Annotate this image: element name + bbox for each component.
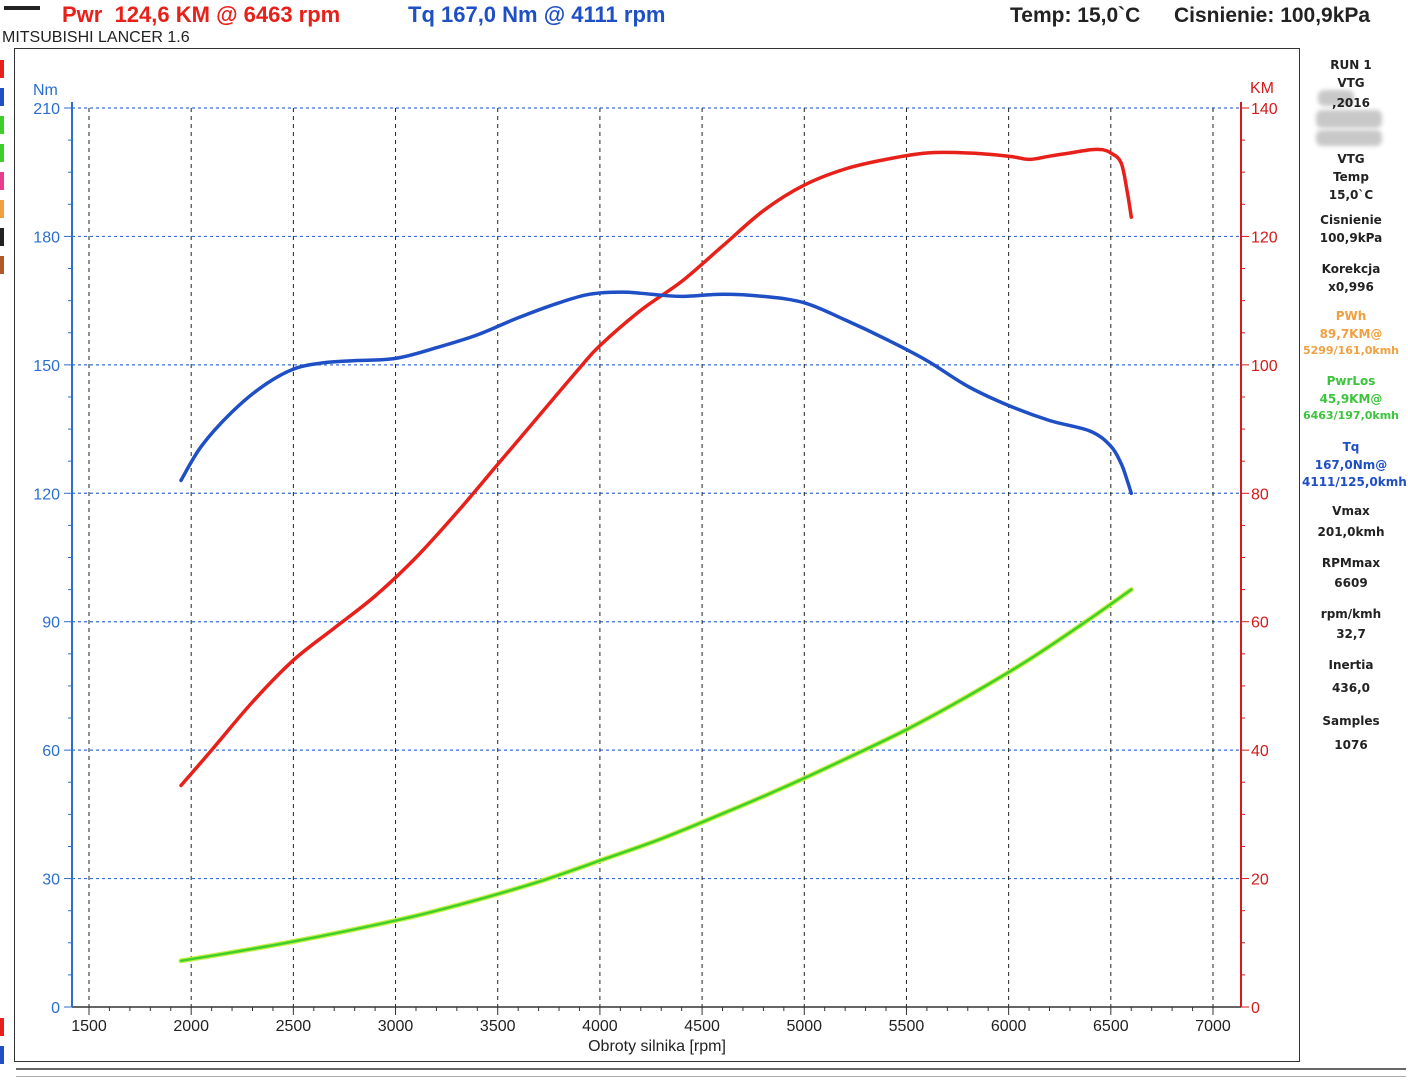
side-panel-item: PwrLos [1326,374,1376,388]
right-tick-label: 0 [1251,1000,1260,1017]
legend-line-icon [4,6,40,10]
side-panel-item: Cisnienie [1320,213,1382,227]
side-panel-item: 45,9KM@ [1319,392,1383,406]
torque-curve [179,290,1134,496]
side-panel-item: 436,0 [1332,681,1370,695]
side-panel-item: VTG [1337,152,1365,166]
pink-channel-marker [0,172,4,190]
side-panel-item: x0,996 [1328,280,1374,294]
power-curve [179,147,1134,788]
redacted-detail-1 [1316,110,1382,128]
side-panel-item: RPMmax [1321,556,1381,570]
left-tick-label: 60 [42,743,60,760]
left-tick-label: 180 [33,229,60,246]
dyno-chart: 0 30 60 90 120 150 180 210 Nm 0 20 40 60 80 100 120 140 K… [33,80,1278,1055]
right-tick-label: 120 [1251,229,1278,246]
left-tick-label: 30 [42,872,60,889]
side-panel-item: 89,7KM@ [1319,327,1383,341]
vehicle-name: MITSUBISHI LANCER 1.6 [2,29,190,46]
left-tick-label: 210 [33,101,60,118]
side-panel-item: 100,9kPa [1319,231,1383,245]
x-tick-label: 7000 [1195,1018,1231,1035]
blue-channel-marker [0,88,4,106]
left-tick-label: 90 [42,615,60,632]
brown-channel-marker [0,256,4,274]
side-panel-item: RUN 1 [1330,58,1372,72]
peak-torque-label: Tq 167,0 Nm @ 4111 rpm [408,2,666,27]
side-panel-item: 6463/197,0kmh [1302,409,1400,422]
right-tick-label: 40 [1251,743,1269,760]
right-tick-label: 60 [1251,615,1269,632]
red-bottom-marker [0,1018,4,1036]
temperature-label: Temp: 15,0`C [1010,4,1141,27]
green-channel-marker-2 [0,144,4,162]
left-axis-title: Nm [33,82,58,99]
right-tick-label: 100 [1251,358,1278,375]
orange-channel-marker [0,200,4,218]
x-tick-label: 4500 [684,1018,720,1035]
side-panel-item: rpm/kmh [1320,607,1382,621]
redacted-detail-2 [1316,130,1382,146]
side-panel-item: 167,0Nm@ [1314,458,1388,472]
left-tick-label: 0 [51,1000,60,1017]
side-panel-item: 1076 [1334,738,1368,752]
chart-frame [14,48,1300,1062]
left-tick-label: 150 [33,358,60,375]
side-panel-item: 6609 [1334,576,1368,590]
black-channel-marker [0,228,4,246]
peak-power-label: Pwr 124,6 KM @ 6463 rpm [62,2,341,27]
side-panel-item: Samples [1322,714,1380,728]
redacted-date [1318,90,1354,106]
loss-curve [179,588,1133,963]
bottom-divider [16,1068,1406,1070]
right-tick-label: 80 [1251,486,1269,503]
blue-bottom-marker [0,1046,4,1064]
x-tick-label: 3000 [378,1018,414,1035]
x-tick-label: 1500 [71,1018,107,1035]
side-panel-item: Inertia [1328,658,1374,672]
right-tick-label: 140 [1251,101,1278,118]
x-tick-label: 6000 [991,1018,1027,1035]
pressure-label: Cisnienie: 100,9kPa [1174,4,1371,27]
bottom-divider-thin [16,1076,1406,1077]
x-axis-title: Obroty silnika [rpm] [588,1038,726,1055]
left-tick-label: 120 [33,486,60,503]
side-panel-item: 4111/125,0kmh [1302,475,1407,489]
power-loss-curve-glow [178,587,1134,964]
side-panel-item: 15,0`C [1328,188,1374,202]
x-tick-label: 2000 [173,1018,209,1035]
side-panel-item: 32,7 [1336,627,1366,641]
right-tick-label: 20 [1251,872,1269,889]
side-panel-item: 5299/161,0kmh [1302,344,1400,357]
right-axis-title: KM [1250,80,1274,97]
x-tick-label: 3500 [480,1018,516,1035]
side-panel-item: Temp [1333,170,1369,184]
side-panel-item: VTG [1337,76,1365,90]
red-channel-marker [0,60,4,78]
x-tick-label: 5000 [786,1018,822,1035]
side-panel-item: Tq [1342,440,1360,454]
side-panel-item: 201,0kmh [1317,525,1385,539]
side-panel-item: Korekcja [1321,262,1381,276]
side-panel-item: ,2016 [1332,96,1370,110]
x-tick-label: 2500 [276,1018,312,1035]
green-channel-marker [0,116,4,134]
side-panel-item: Vmax [1332,504,1370,518]
side-panel-item: PWh [1335,309,1367,323]
x-tick-label: 6500 [1093,1018,1129,1035]
x-tick-label: 4000 [582,1018,618,1035]
x-tick-label: 5500 [889,1018,925,1035]
